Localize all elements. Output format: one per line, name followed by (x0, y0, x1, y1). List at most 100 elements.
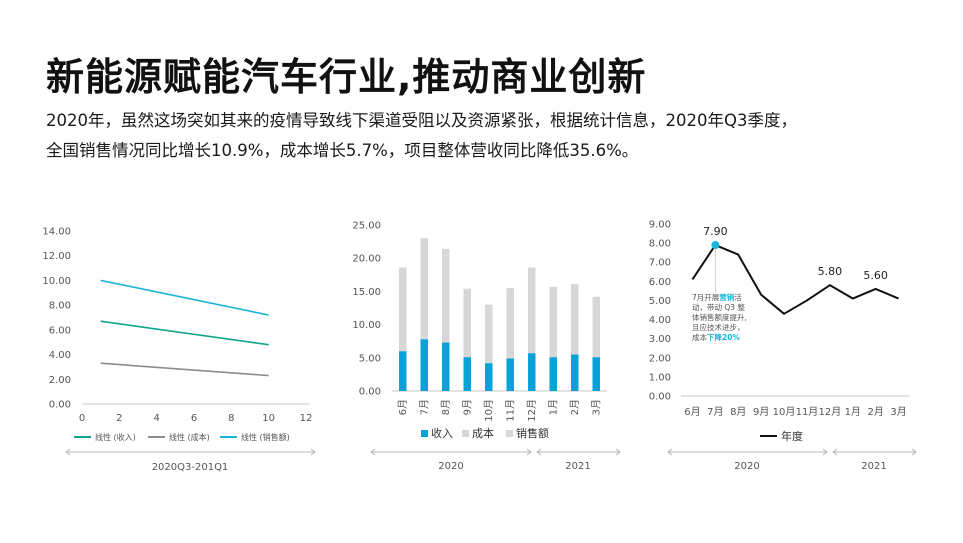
period-bracket-2021 (536, 448, 621, 456)
y-tick-label: 6.00 (649, 277, 671, 288)
x-tick-label: 10 (262, 413, 275, 424)
x-tick-label: 6月 (397, 399, 409, 415)
annotation-text: 活 (734, 292, 742, 302)
legend-label: 年度 (781, 429, 803, 443)
annotation-line: 且应技术进步， (692, 322, 745, 332)
data-label: 7.90 (703, 225, 728, 238)
annotation-line: 体销售额度提升, (692, 312, 747, 322)
page-subtitle: 2020年，虽然这场突如其来的疫情导致线下渠道受阻以及资源紧张，根据统计信息，2… (46, 106, 926, 166)
y-tick-label: 8.00 (49, 301, 71, 312)
period-caption: 2020Q3-201Q1 (152, 462, 229, 473)
bar-income (549, 357, 557, 391)
bar-cost (549, 286, 557, 358)
legend-label: 销售额 (516, 426, 549, 440)
bar-cost (399, 267, 407, 352)
y-tick-label: 0.00 (649, 392, 671, 403)
subtitle-line-2: 全国销售情况同比增长10.9%，成本增长5.7%，项目整体营收同比降低35.6%… (46, 141, 639, 160)
x-tick-label: 6月 (684, 406, 700, 418)
bar-income (528, 353, 536, 391)
bar-cost (506, 288, 514, 359)
bar-income (571, 354, 579, 391)
annual-line (691, 244, 899, 315)
x-tick-label: 9月 (461, 399, 473, 415)
bar-cost (528, 267, 536, 354)
annotation-highlight: 下降20% (707, 332, 740, 342)
bar-income (463, 357, 471, 391)
y-tick-label: 8.00 (649, 239, 671, 250)
period-label: 2021 (565, 461, 590, 472)
annotation-text: 动，带动 Q3 整 (692, 302, 745, 312)
y-tick-label: 1.00 (649, 372, 671, 383)
period-bracket (65, 448, 316, 456)
bar-cost (463, 288, 471, 358)
period-label: 2021 (861, 461, 886, 472)
x-tick-label: 3月 (590, 399, 602, 415)
x-tick-label: 11月 (504, 399, 516, 422)
annotation-line: 成本下降20% (692, 332, 740, 342)
trendline-2 (100, 279, 269, 316)
legend-label: 收入 (431, 426, 453, 440)
period-bracket-2020 (370, 448, 532, 456)
trendline-1 (100, 362, 269, 377)
annotation-line: 动，带动 Q3 整 (692, 302, 745, 312)
legend-swatch (462, 430, 469, 437)
y-tick-label: 5.00 (649, 296, 671, 307)
annotation-text: 7月开展 (692, 293, 720, 302)
y-tick-label: 0.00 (359, 387, 381, 398)
x-tick-label: 0 (79, 413, 85, 424)
y-tick-label: 7.00 (649, 258, 671, 269)
x-tick-label: 1月 (547, 399, 559, 415)
y-tick-label: 2.00 (649, 353, 671, 364)
x-tick-label: 8 (228, 413, 234, 424)
subtitle-line-1: 2020年，虽然这场突如其来的疫情导致线下渠道受阻以及资源紧张，根据统计信息，2… (46, 111, 797, 130)
highlight-point (711, 241, 720, 250)
y-tick-label: 4.00 (49, 350, 71, 361)
legend-label: 线性 (成本) (169, 432, 210, 442)
x-tick-label: 8月 (730, 406, 746, 418)
x-tick-label: 10月 (773, 406, 796, 418)
y-tick-label: 20.00 (352, 254, 381, 265)
x-tick-label: 11月 (796, 406, 819, 418)
x-tick-label: 4 (153, 413, 159, 424)
annotation-highlight: 营销 (719, 292, 734, 302)
data-label: 5.80 (818, 265, 843, 278)
x-tick-label: 9月 (753, 406, 769, 418)
bar-cost (442, 248, 450, 343)
bar-cost (592, 296, 600, 358)
bar-cost (571, 284, 579, 355)
y-tick-label: 10.00 (352, 320, 381, 331)
x-tick-label: 1月 (845, 406, 861, 418)
x-tick-label: 7月 (707, 406, 723, 418)
y-tick-label: 2.00 (49, 375, 71, 386)
bar-income (420, 339, 428, 391)
bar-income (442, 342, 450, 391)
x-tick-label: 6 (191, 413, 197, 424)
annotation-text: 成本 (692, 332, 707, 342)
period-label: 2020 (438, 461, 463, 472)
x-tick-label: 12月 (526, 399, 538, 422)
y-tick-label: 10.00 (42, 276, 71, 287)
x-tick-label: 12月 (818, 406, 841, 418)
x-tick-label: 12 (300, 413, 313, 424)
legend-swatch (421, 430, 428, 437)
x-tick-label: 7月 (418, 399, 430, 415)
bar-income (506, 358, 514, 391)
x-tick-label: 2 (116, 413, 122, 424)
x-tick-label: 10月 (483, 399, 495, 422)
x-tick-label: 8月 (440, 399, 452, 415)
y-tick-label: 25.00 (352, 221, 381, 232)
annotation-text: 体销售额度提升, (692, 312, 747, 322)
y-tick-label: 4.00 (649, 315, 671, 326)
annotation-line: 7月开展营销活 (692, 292, 742, 302)
y-tick-label: 6.00 (49, 325, 71, 336)
bar-cost (485, 304, 493, 364)
y-tick-label: 14.00 (42, 227, 71, 238)
page-title: 新能源赋能汽车行业,推动商业创新 (46, 55, 647, 99)
trendline-0 (100, 320, 269, 346)
legend-label: 线性 (收入) (95, 432, 136, 442)
bar-income (399, 351, 407, 391)
bar-income (485, 363, 493, 391)
